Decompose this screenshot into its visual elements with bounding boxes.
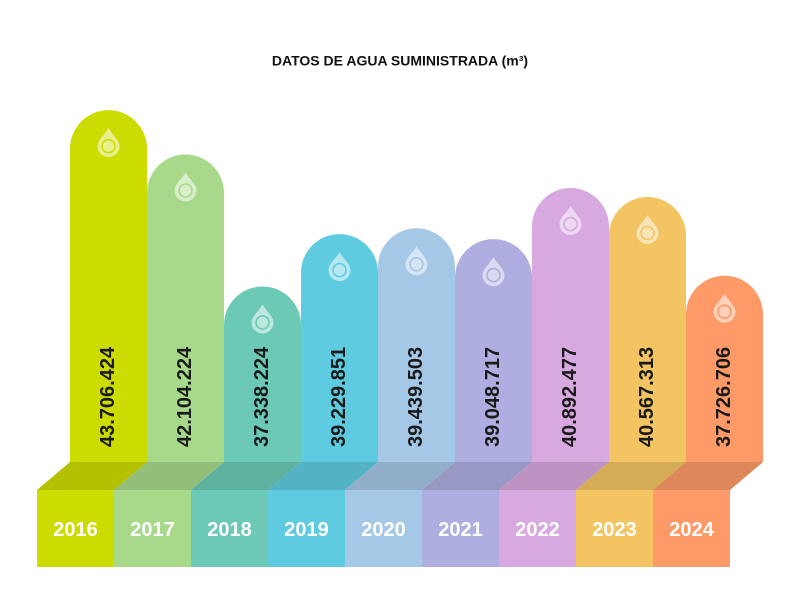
bar: [609, 197, 686, 462]
value-label: 37.338.224: [251, 346, 273, 447]
x-tick-label: 2016: [53, 519, 98, 541]
bar: [686, 275, 763, 462]
chart-title: DATOS DE AGUA SUMINISTRADA (m³): [272, 53, 528, 69]
connector: [422, 462, 532, 490]
year-box: [268, 490, 345, 567]
bar: [455, 239, 532, 462]
x-tick-label: 2024: [669, 519, 714, 541]
x-tick-label: 2019: [284, 519, 329, 541]
connector: [345, 462, 455, 490]
value-label: 39.048.717: [482, 347, 504, 447]
value-label: 37.726.706: [713, 347, 735, 447]
connector: [576, 462, 686, 490]
drop-icon-dial: [486, 267, 501, 283]
connector-shade: [191, 462, 301, 490]
connector-shade: [499, 462, 609, 490]
year-box: [653, 490, 730, 567]
bar: [301, 234, 378, 462]
drop-icon-dial: [101, 138, 116, 154]
bar: [378, 228, 455, 462]
drop-icon-dial: [717, 304, 732, 320]
value-label: 40.892.477: [559, 347, 581, 447]
connector: [653, 462, 763, 490]
year-box: [37, 490, 114, 567]
value-label: 39.229.851: [328, 347, 350, 447]
drop-icon-dial: [255, 315, 270, 330]
connector-shade: [576, 462, 686, 490]
x-tick-label: 2020: [361, 519, 406, 541]
x-tick-label: 2017: [130, 519, 175, 541]
bar: [532, 188, 609, 462]
connector-shade: [268, 462, 378, 490]
connector: [499, 462, 609, 490]
bar: [70, 110, 147, 462]
connector-shade: [37, 462, 147, 490]
year-box: [345, 490, 422, 567]
value-label: 39.439.503: [405, 347, 427, 447]
value-label: 42.104.224: [174, 346, 196, 447]
drop-icon-dial: [640, 225, 655, 241]
connector-shade: [653, 462, 763, 490]
year-box: [499, 490, 576, 567]
connector-shade: [345, 462, 455, 490]
bar: [224, 286, 301, 462]
drop-icon-dial: [563, 216, 578, 232]
value-label: 40.567.313: [636, 347, 658, 447]
connector: [191, 462, 301, 490]
connector: [114, 462, 224, 490]
year-box: [114, 490, 191, 567]
year-box: [576, 490, 653, 567]
year-box: [191, 490, 268, 567]
value-label: 43.706.424: [97, 346, 119, 447]
year-box: [422, 490, 499, 567]
drop-icon-dial: [332, 262, 347, 278]
x-tick-label: 2018: [207, 519, 252, 541]
x-tick-label: 2021: [438, 519, 483, 541]
drop-icon-dial: [178, 183, 193, 198]
x-tick-label: 2023: [592, 519, 637, 541]
connector-shade: [114, 462, 224, 490]
drop-icon-dial: [409, 256, 424, 272]
connector: [268, 462, 378, 490]
connector: [37, 462, 147, 490]
connector-shade: [422, 462, 532, 490]
x-tick-label: 2022: [515, 519, 560, 541]
bar: [147, 154, 224, 462]
